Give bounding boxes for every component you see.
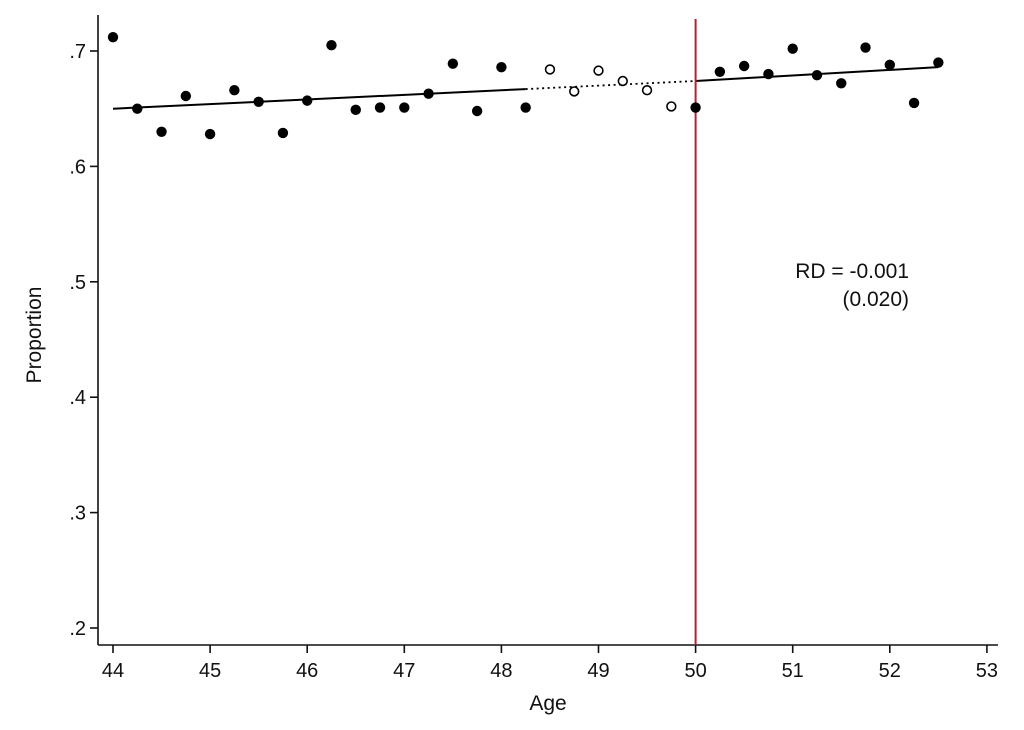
data-point	[690, 102, 701, 113]
y-tick-label: .5	[69, 272, 86, 294]
data-point	[738, 60, 750, 72]
data-point	[471, 105, 483, 117]
data-points	[107, 31, 944, 140]
data-point	[763, 68, 774, 80]
data-point-hollow	[593, 65, 604, 76]
data-point	[326, 40, 337, 51]
rd-standard-error: (0.020)	[842, 288, 909, 311]
data-point	[496, 61, 507, 73]
data-point	[107, 31, 119, 43]
data-point	[836, 78, 847, 89]
x-tick-label: 51	[782, 660, 804, 682]
fit-line	[112, 88, 526, 110]
y-tick-label: .3	[69, 503, 86, 525]
y-axis-title: Proportion	[23, 287, 46, 384]
x-ticks: 44 45 46 47 48 49 50 51 52 53	[102, 645, 998, 682]
x-tick-label: 52	[879, 660, 901, 682]
data-point	[447, 58, 459, 69]
data-point	[860, 42, 871, 53]
data-point	[787, 43, 798, 54]
data-point	[156, 126, 167, 137]
x-tick-label: 48	[490, 660, 512, 682]
y-tick-label: .4	[69, 387, 86, 409]
fit-line-dotted	[525, 80, 696, 90]
data-point	[884, 59, 895, 71]
data-point-hollow	[569, 86, 580, 97]
data-point	[399, 102, 410, 113]
x-tick-label: 53	[976, 660, 998, 682]
y-tick-label: .2	[69, 618, 86, 640]
y-ticks: .2 .3 .4 .5 .6 .7	[69, 41, 98, 640]
data-point	[229, 85, 240, 96]
y-tick-label: .6	[69, 156, 86, 178]
x-tick-label: 45	[199, 660, 221, 682]
data-point	[811, 70, 823, 81]
data-point	[374, 102, 386, 113]
data-point	[277, 127, 289, 139]
x-tick-label: 49	[587, 660, 609, 682]
x-tick-label: 46	[296, 660, 318, 682]
data-point-hollow	[641, 85, 653, 96]
y-tick-label: .7	[69, 41, 86, 63]
data-point	[520, 102, 531, 113]
x-tick-label: 44	[102, 660, 124, 682]
data-point	[204, 128, 216, 140]
axes	[97, 15, 998, 646]
data-point-hollow	[544, 64, 556, 75]
data-point	[423, 88, 434, 99]
data-point	[908, 97, 920, 109]
data-point-hollow	[617, 75, 628, 87]
data-point	[350, 104, 361, 116]
data-point	[180, 90, 192, 102]
data-point-hollow	[666, 101, 677, 112]
data-point	[132, 103, 143, 114]
x-axis-title: Age	[529, 692, 566, 715]
data-point	[714, 66, 726, 77]
data-point	[253, 96, 264, 107]
data-point	[302, 95, 313, 106]
x-tick-label: 50	[684, 660, 706, 682]
x-tick-label: 47	[393, 660, 415, 682]
data-point	[933, 57, 944, 68]
rd-annotation: RD = -0.001	[795, 260, 909, 283]
